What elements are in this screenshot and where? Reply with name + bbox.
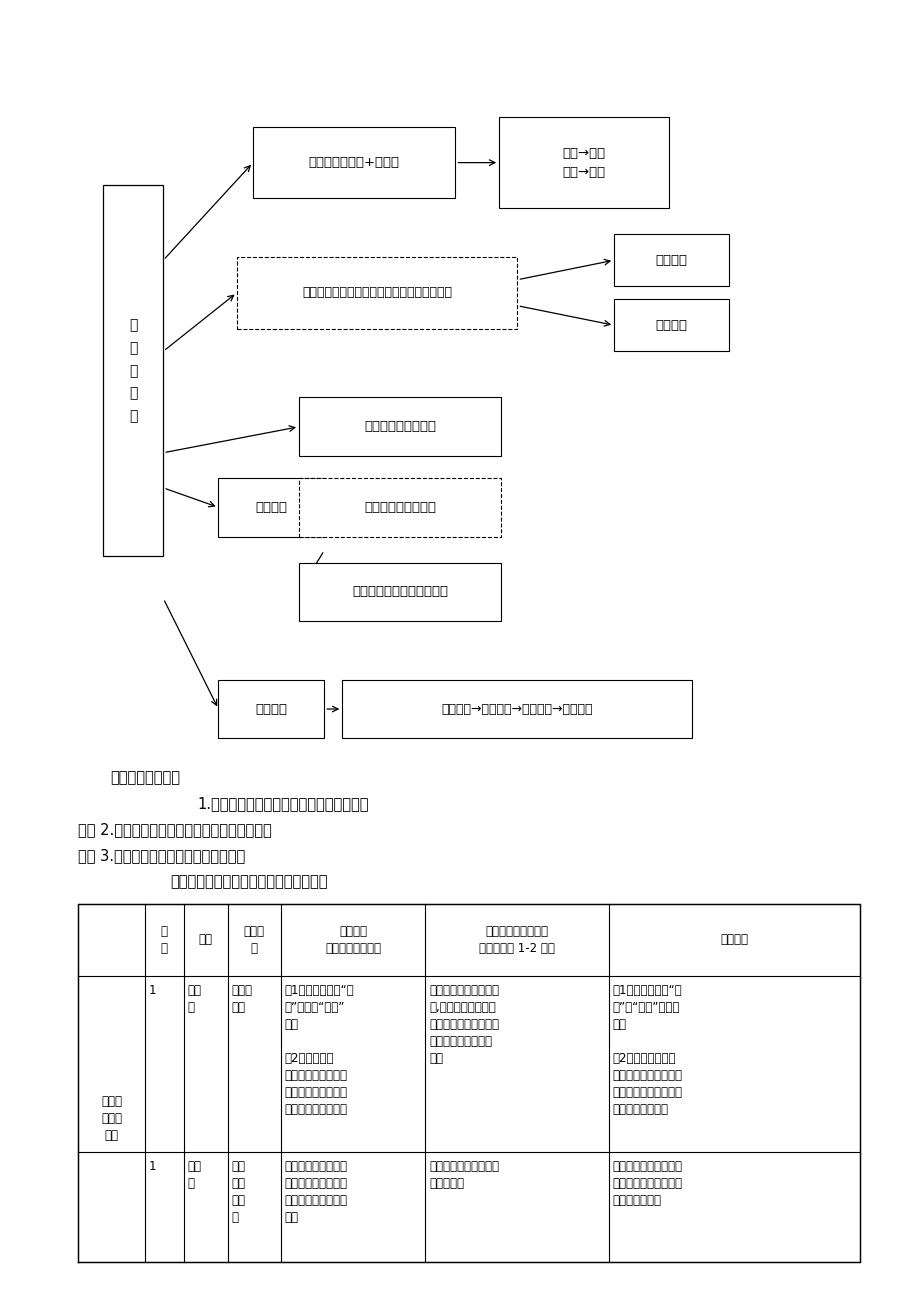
Text: 生活中的各种物体是怎
么运动的？: 生活中的各种物体是怎 么运动的？ <box>428 1160 498 1190</box>
Text: 评价 3.对《物体的运动》的测试性评价。: 评价 3.对《物体的运动》的测试性评价。 <box>78 848 245 864</box>
FancyBboxPatch shape <box>614 299 729 351</box>
Text: 运动位置（方向+距离）: 运动位置（方向+距离） <box>309 156 399 169</box>
Text: 1: 1 <box>148 1160 155 1174</box>
Text: 1: 1 <box>148 984 155 997</box>
Text: 各种
各样
的运
动: 各种 各样 的运 动 <box>231 1160 245 1224</box>
Text: 时间、距离不同，比较速度: 时间、距离不同，比较速度 <box>352 585 448 598</box>
Text: 相同距离，比较时间: 相同距离，比较时间 <box>364 420 436 433</box>
Text: 相同时间，比较距离: 相同时间，比较距离 <box>364 501 436 514</box>
Text: 我们站在地面观察物体
时,怎样判断物体是运
动的还是静止的？怎样
准确地描述物体的位
置？: 我们站在地面观察物体 时,怎样判断物体是运 动的还是静止的？怎样 准确地描述物体… <box>428 984 498 1064</box>
Text: 达成评价: 达成评价 <box>720 934 748 946</box>
FancyBboxPatch shape <box>299 398 501 457</box>
FancyBboxPatch shape <box>236 258 516 329</box>
Text: 实验
课: 实验 课 <box>187 1160 201 1190</box>
Text: 课时目标
（单元目标分配）: 课时目标 （单元目标分配） <box>324 925 380 955</box>
Text: 1.关注课堂问题预设与学生课堂反馈表现。: 1.关注课堂问题预设与学生课堂反馈表现。 <box>198 796 369 812</box>
Text: 运动和
位置: 运动和 位置 <box>231 984 252 1013</box>
FancyBboxPatch shape <box>299 562 501 622</box>
FancyBboxPatch shape <box>219 479 324 537</box>
Text: 达成 2.作业设计与学生答题正确率的及时分析。: 达成 2.作业设计与学生答题正确率的及时分析。 <box>78 822 272 838</box>
Text: 直线运动: 直线运动 <box>655 254 686 267</box>
Text: 明确问题→确定方案→设计制作→改进完善: 明确问题→确定方案→设计制作→改进完善 <box>441 703 592 716</box>
Text: （1）知道物体有“静
止”和“运动”两种状
态。

（2）知道可以用相
对于另一个物体的方向
和距离来描述运动物体
在某一时刻的位置: （1）知道物体有“静 止”和“运动”两种状 态。 （2）知道可以用相 对于另一个… <box>612 984 682 1115</box>
Text: 变了→运动
没变→静止: 变了→运动 没变→静止 <box>562 147 605 178</box>
FancyBboxPatch shape <box>219 680 324 739</box>
Text: 观察比较物体的运动
用简单的图示和文字
等描述物体的运动形
式。: 观察比较物体的运动 用简单的图示和文字 等描述物体的运动形 式。 <box>284 1160 347 1224</box>
Text: 课
时: 课 时 <box>161 925 167 955</box>
Text: 课型: 课型 <box>199 934 212 946</box>
Text: 课时学习任务（或问
题）（一般 1-2 个）: 课时学习任务（或问 题）（一般 1-2 个） <box>479 925 555 955</box>
FancyBboxPatch shape <box>614 234 729 286</box>
Text: 运动快慢: 运动快慢 <box>255 501 287 514</box>
Text: 物
体
的
运
动: 物 体 的 运 动 <box>129 319 138 423</box>
FancyBboxPatch shape <box>103 186 164 557</box>
Text: 课时内
容: 课时内 容 <box>244 925 265 955</box>
FancyBboxPatch shape <box>299 479 501 537</box>
Text: 实验
课: 实验 课 <box>187 984 201 1013</box>
Text: （1）判断物体是“静
止”的还是“运动”
的。

（2）借助方向
盘、软尺等工具，测
定和表述某个物体在
某个时刻的位置。。: （1）判断物体是“静 止”的还是“运动” 的。 （2）借助方向 盘、软尺等工具，… <box>284 984 354 1115</box>
Text: 曲线运动: 曲线运动 <box>655 319 686 332</box>
FancyBboxPatch shape <box>253 127 455 199</box>
FancyBboxPatch shape <box>342 680 691 739</box>
Text: 围绕课时学习目标: 围绕课时学习目标 <box>110 770 180 786</box>
Text: 单元课
时课型
规划: 单元课 时课型 规划 <box>101 1095 122 1142</box>
Text: 制作山车: 制作山车 <box>255 703 287 716</box>
Text: 围绕单元和主题目标分层设置单元测试。: 围绕单元和主题目标分层设置单元测试。 <box>170 874 327 890</box>
Text: 运动形式（平动、滚动、摆动、振动、转动）: 运动形式（平动、滚动、摆动、振动、转动） <box>301 286 452 299</box>
FancyBboxPatch shape <box>498 117 669 208</box>
Text: 知道物体的运动形式是
各种各样的，这些运动
形式可以分类。: 知道物体的运动形式是 各种各样的，这些运动 形式可以分类。 <box>612 1160 682 1207</box>
